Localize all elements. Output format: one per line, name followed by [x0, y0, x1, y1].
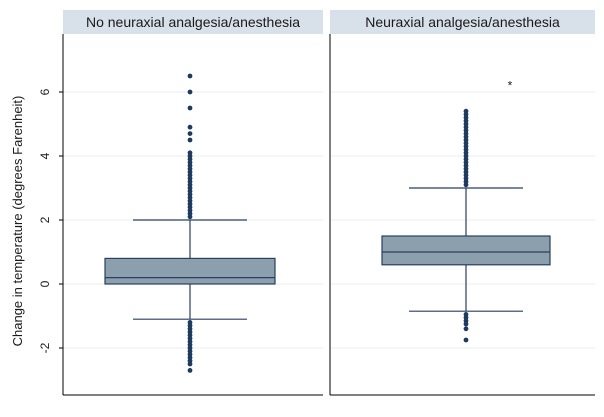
outlier-point — [187, 368, 193, 373]
y-axis-title: Change in temperature (degrees Farenheit… — [10, 96, 25, 347]
iqr-box — [381, 235, 551, 266]
outlier-point — [187, 105, 193, 111]
panel-2: Neuraxial analgesia/anesthesia * — [329, 10, 595, 396]
y-tick-label: 0 — [38, 280, 52, 287]
outlier-point — [463, 337, 469, 343]
panel-header — [63, 10, 323, 34]
y-tick-label: 2 — [38, 216, 52, 223]
plot-area — [330, 34, 595, 395]
outlier-point — [187, 361, 193, 367]
y-tick-label: -2 — [38, 342, 52, 353]
panel-title: No neuraxial analgesia/anesthesia — [86, 14, 300, 30]
outlier-point — [187, 124, 193, 130]
outlier-point — [463, 321, 469, 327]
y-axis: -2 0 2 4 6 — [38, 88, 63, 353]
outlier-point — [187, 131, 193, 137]
outlier-point — [187, 150, 193, 156]
iqr-box — [104, 257, 276, 285]
panel-header — [330, 10, 595, 34]
outlier-point — [463, 108, 469, 114]
panels-layer: No neuraxial analgesia/anesthesia Neuraxi… — [62, 10, 595, 396]
outlier-point — [463, 326, 469, 332]
panel-1: No neuraxial analgesia/anesthesia — [62, 10, 323, 396]
y-tick-label: 4 — [38, 152, 52, 159]
outlier-point — [187, 73, 193, 79]
outlier-point — [187, 89, 193, 95]
panel-title: Neuraxial analgesia/anesthesia — [365, 14, 560, 30]
outlier-point — [187, 137, 193, 143]
significance-marker: * — [508, 79, 513, 93]
y-tick-label: 6 — [38, 88, 52, 95]
plot-area — [63, 34, 323, 395]
